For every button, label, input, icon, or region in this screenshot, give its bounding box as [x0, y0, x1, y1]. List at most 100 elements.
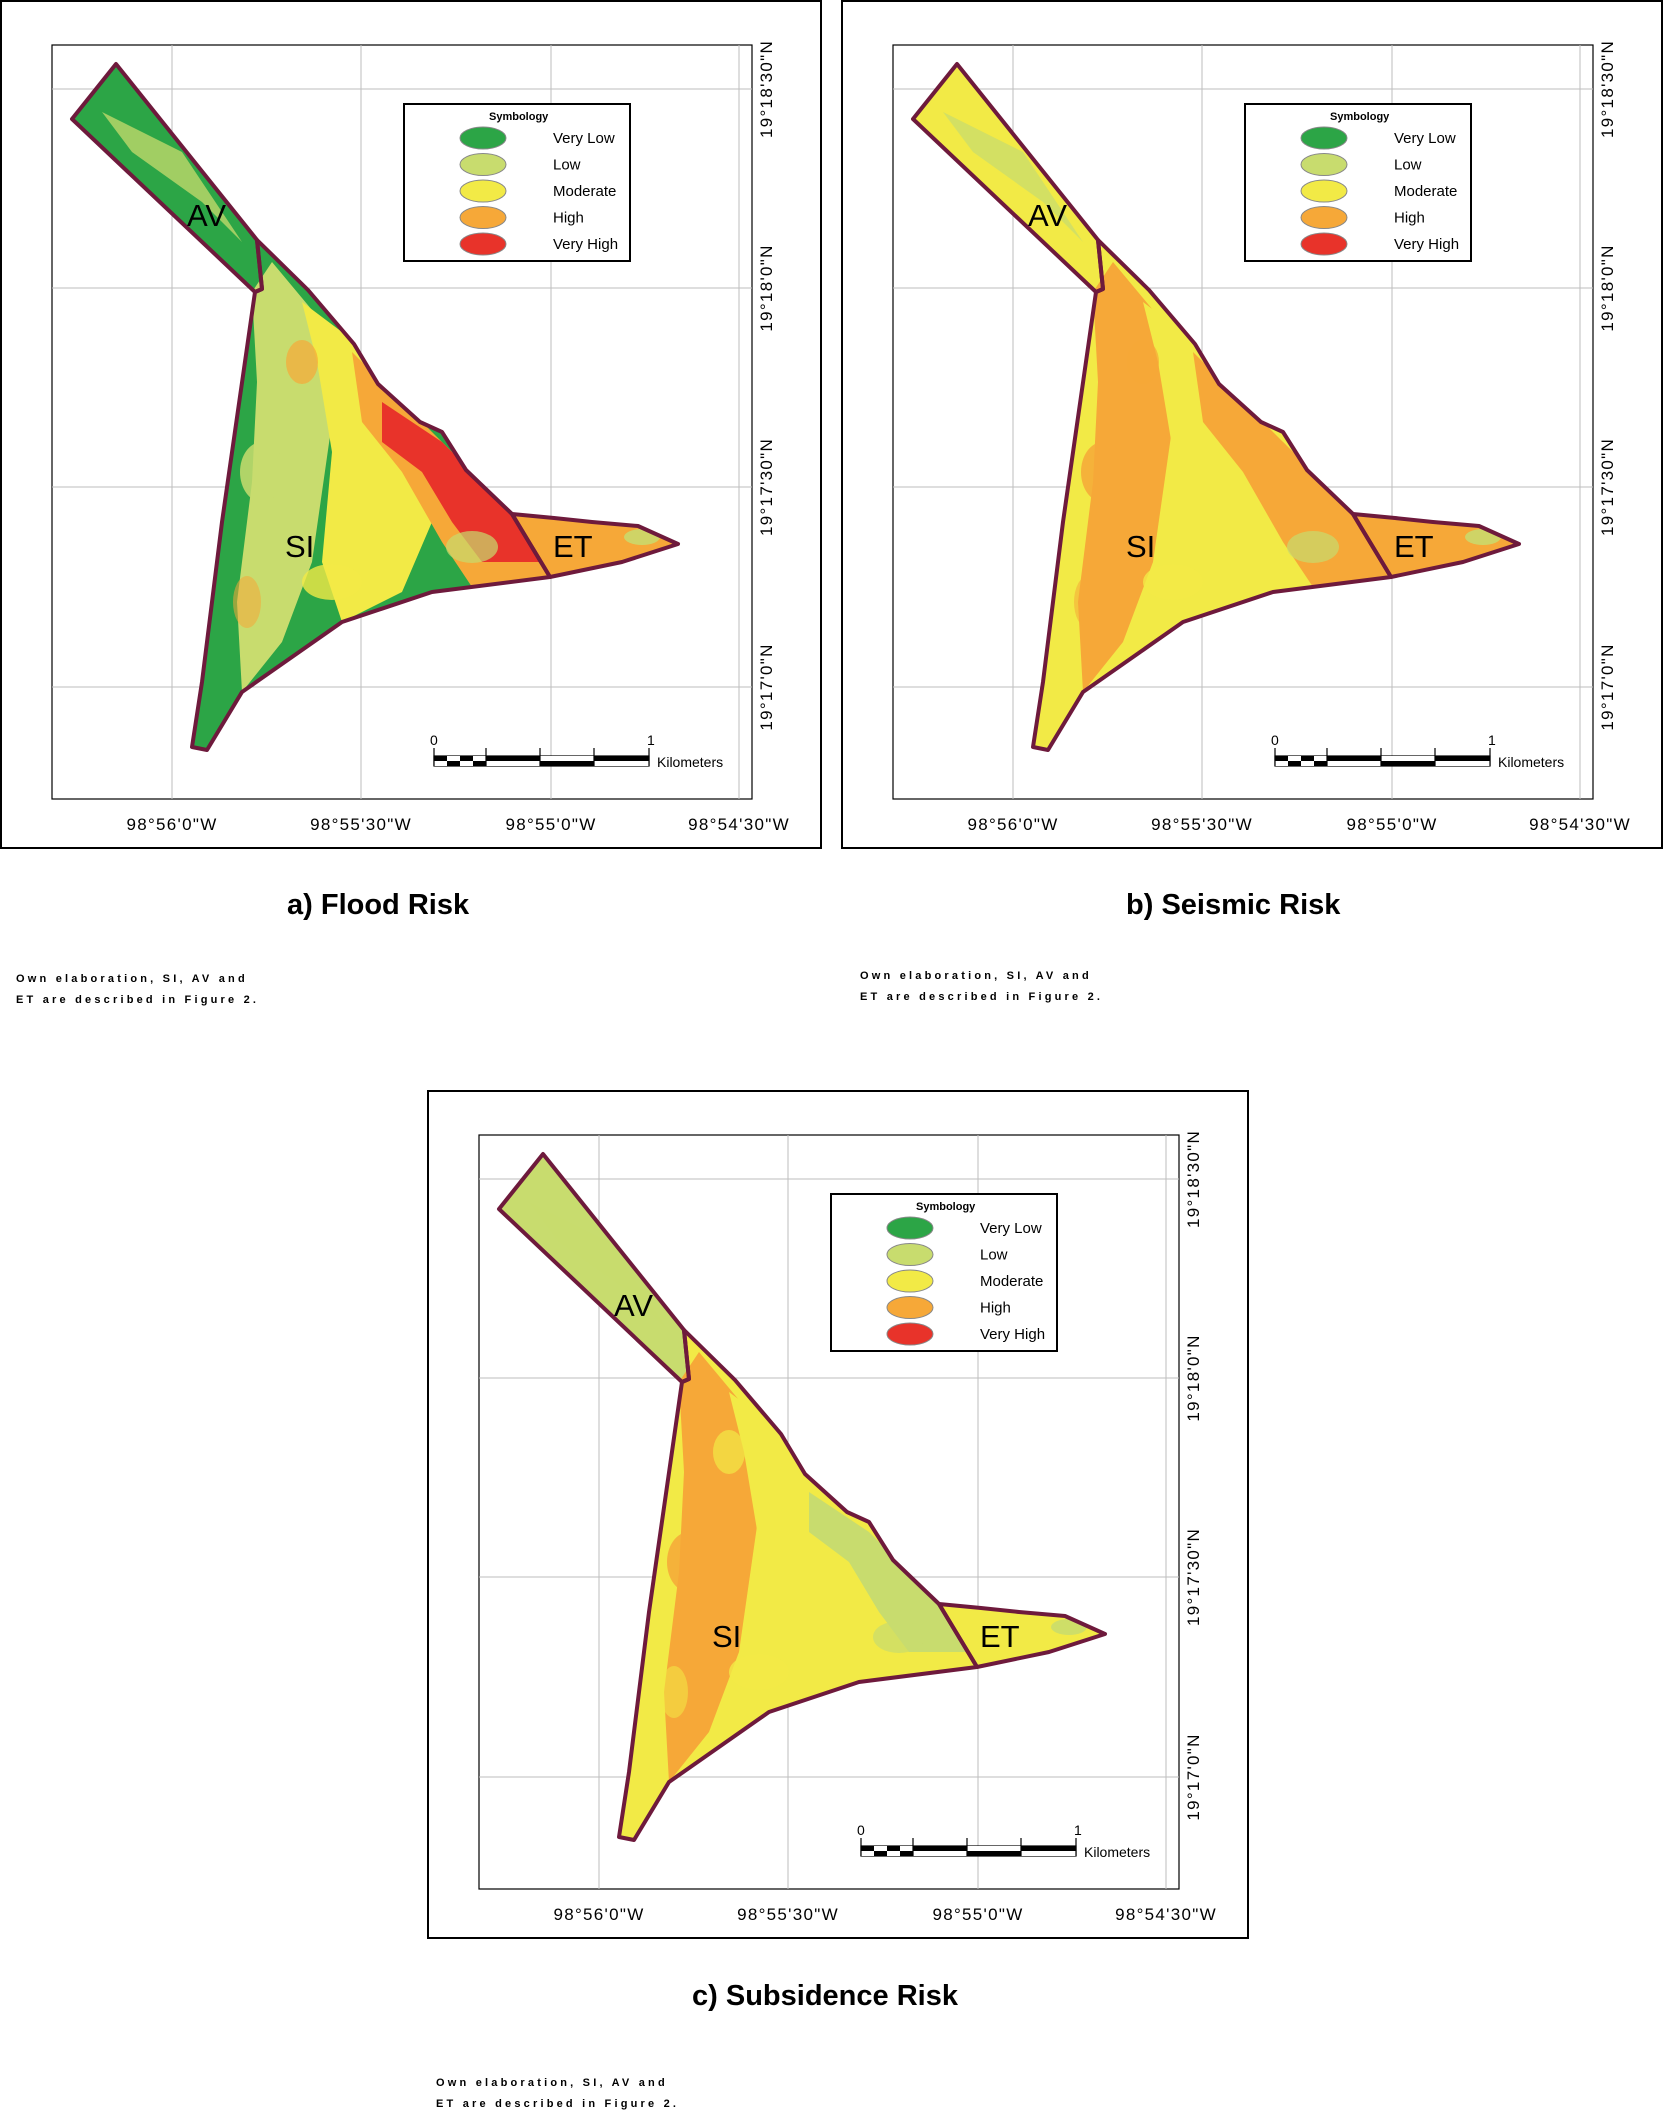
scale-bar-end: 1 [1074, 1822, 1082, 1838]
caption-letter: b) [1126, 889, 1154, 921]
scale-bar-segment [861, 1851, 874, 1856]
scale-bar-segment [1021, 1851, 1076, 1856]
scale-bar-segment [447, 756, 460, 761]
zone-label-si: SI [712, 1619, 741, 1654]
scale-bar-segment [1288, 761, 1301, 766]
latitude-tick-label: 19°17'30"N [1598, 438, 1617, 536]
scale-bar-segment [434, 761, 447, 766]
scale-bar-start: 0 [1271, 732, 1279, 748]
risk-patch [729, 1654, 789, 1690]
note-line-1: Own elaboration, SI, AV and [436, 2077, 668, 2089]
scale-bar-segment [486, 756, 540, 761]
legend-swatch-high [1300, 206, 1348, 229]
scale-bar-segment [1275, 756, 1288, 761]
risk-zone-si-center [302, 302, 432, 622]
zone-label-av: AV [614, 1288, 653, 1323]
risk-patch [1081, 442, 1125, 502]
zone-label-av: AV [1028, 198, 1067, 233]
scale-bar-segment [460, 756, 473, 761]
scale-bar-segment [473, 761, 486, 766]
risk-patch [529, 1202, 669, 1332]
boundary-et [937, 1602, 1107, 1669]
map-panel-seismic: AV SI ET Symbology Very Low Low Moderate High Ve… [841, 0, 1663, 849]
map-panel-subsidence: AV SI ET Symbology Very Low Low Moderate High Ve… [427, 1090, 1249, 1939]
risk-patch [1287, 531, 1339, 563]
latitude-tick-label: 19°17'0"N [757, 643, 776, 730]
caption-seismic: b) Seismic Risk [1126, 889, 1340, 922]
longitude-tick-label: 98°56'0"W [967, 815, 1058, 834]
longitude-tick-label: 98°54'30"W [688, 815, 790, 834]
scale-bar-segment [1275, 761, 1288, 766]
longitude-tick-label: 98°55'30"W [310, 815, 412, 834]
legend-label-low: Low [1394, 157, 1422, 174]
longitude-tick-label: 98°54'30"W [1115, 1905, 1217, 1924]
legend-label-low: Low [553, 157, 581, 174]
scale-bar-segment [1435, 761, 1490, 766]
scale-bar-segment [540, 756, 594, 761]
legend-label-moderate: Moderate [1394, 183, 1457, 200]
latitude-tick-label: 19°17'30"N [757, 438, 776, 536]
scale-bar-segment [486, 761, 540, 766]
risk-zone-si-core [382, 402, 542, 562]
zone-label-et: ET [553, 529, 593, 564]
zone-label-et: ET [1394, 529, 1434, 564]
risk-patch [1074, 576, 1102, 628]
legend: Symbology Very Low Low Moderate High Very Hig… [1244, 103, 1472, 262]
map-panel-flood: AV SI ET Symbology Very Low Low Moderate High Ve… [0, 0, 822, 849]
scale-bar-segment [900, 1846, 913, 1851]
latitude-tick-label: 19°18'30"N [1598, 40, 1617, 138]
legend-label-very-high: Very High [980, 1326, 1045, 1343]
caption-letter: c) [692, 1980, 718, 2012]
legend-title: Symbology [1330, 111, 1390, 123]
zone-label-av: AV [187, 198, 226, 233]
risk-patch [713, 1430, 745, 1474]
caption-letter: a) [287, 889, 313, 921]
legend-swatch-low [459, 153, 507, 176]
legend-swatch-moderate [886, 1269, 934, 1293]
scale-bar-segment [434, 756, 447, 761]
legend-swatch-low [886, 1243, 934, 1266]
scale-bar-segment [900, 1851, 913, 1856]
legend-title: Symbology [489, 111, 549, 123]
legend-swatch-moderate [459, 179, 507, 203]
scale-bar-segment [540, 761, 594, 766]
note-subsidence: Own elaboration, SI, AV and ET are descr… [436, 2073, 679, 2115]
legend-box [1244, 103, 1472, 262]
scale-bar-start: 0 [857, 1822, 865, 1838]
risk-patch [873, 1621, 925, 1653]
longitude-tick-label: 98°55'0"W [932, 1905, 1023, 1924]
legend-label-high: High [553, 210, 584, 227]
scale-bar-segment [967, 1846, 1021, 1851]
scale-bar-segment [861, 1846, 874, 1851]
scale-bar-segment [1301, 756, 1314, 761]
scale-bar-segment [1314, 761, 1327, 766]
longitude-tick-label: 98°55'0"W [505, 815, 596, 834]
subsidence-risk-map: AV SI ET Symbology Very Low Low Moderate High Ve… [478, 1130, 1217, 1924]
scale-bar-unit: Kilometers [1498, 754, 1564, 770]
legend-swatch-high [459, 206, 507, 229]
legend: Symbology Very Low Low Moderate High Very Hig… [403, 103, 631, 262]
scale-bar-segment [1327, 756, 1381, 761]
legend-swatch-very-high [459, 232, 507, 256]
legend-swatch-moderate [1300, 179, 1348, 203]
scale-bar-segment [1435, 756, 1490, 761]
scale-bar-segment [473, 756, 486, 761]
scale-bar-unit: Kilometers [657, 754, 723, 770]
legend-label-high: High [980, 1300, 1011, 1317]
longitude-tick-label: 98°56'0"W [553, 1905, 644, 1924]
risk-patch [667, 1532, 711, 1592]
risk-zone-si-core [1223, 402, 1383, 562]
latitude-tick-label: 19°18'0"N [757, 244, 776, 331]
scale-bar-segment [1381, 756, 1435, 761]
legend-swatch-very-low [459, 126, 507, 150]
legend: Symbology Very Low Low Moderate High Very Hig… [830, 1193, 1058, 1352]
zone-label-et: ET [980, 1619, 1020, 1654]
note-line-2: ET are described in Figure 2. [16, 994, 260, 1006]
longitude-tick-label: 98°55'0"W [1346, 815, 1437, 834]
scale-bar-segment [874, 1851, 887, 1856]
risk-patch [1127, 340, 1159, 384]
legend-swatch-very-low [886, 1216, 934, 1240]
caption-title: Seismic Risk [1161, 889, 1341, 921]
